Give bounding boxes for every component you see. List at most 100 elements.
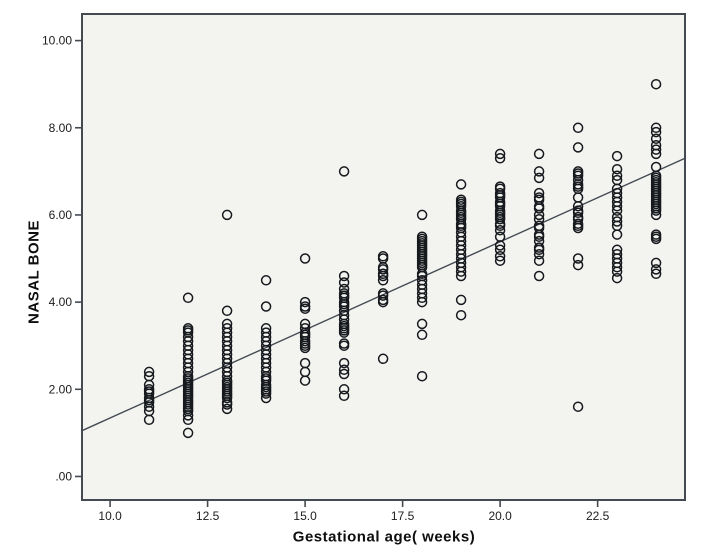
data-point (650, 78, 662, 90)
data-point (299, 357, 311, 369)
data-point (572, 253, 584, 264)
data-point (338, 288, 350, 299)
data-point (338, 283, 350, 295)
data-point (299, 296, 311, 308)
data-point (533, 214, 545, 225)
data-point (455, 294, 467, 306)
data-point (533, 248, 545, 260)
data-point (494, 148, 506, 160)
data-point (650, 139, 662, 151)
data-point (650, 144, 662, 155)
data-point (611, 216, 623, 227)
y-axis-title: NASAL BONE (25, 220, 43, 324)
plot-frame (81, 13, 686, 501)
data-point (611, 170, 623, 181)
y-axis-tick-label: 4.00 (49, 295, 73, 309)
data-point (572, 211, 584, 223)
data-point (143, 366, 155, 378)
data-point (143, 370, 155, 382)
data-point (221, 305, 233, 317)
y-axis-tick-label: .00 (55, 469, 72, 483)
data-point (221, 318, 233, 330)
data-point (611, 244, 623, 256)
data-point (338, 390, 350, 402)
data-point (494, 153, 506, 164)
data-point (221, 209, 233, 221)
data-point (455, 194, 467, 205)
y-axis-tick-label: 8.00 (49, 121, 73, 135)
x-axis-tick-label: 15.0 (293, 509, 317, 523)
x-axis-tick-label: 20.0 (488, 509, 512, 523)
data-point (338, 384, 350, 395)
data-point (221, 403, 233, 415)
data-point (455, 309, 467, 321)
data-point (377, 251, 389, 262)
data-point (377, 294, 389, 306)
data-point (611, 174, 623, 186)
data-point (611, 248, 623, 260)
data-point (494, 251, 506, 262)
x-axis-tick-label: 17.5 (391, 509, 415, 523)
data-point (455, 179, 467, 190)
data-point (572, 218, 584, 229)
data-point (533, 166, 545, 177)
data-point (260, 327, 272, 338)
data-point (650, 122, 662, 134)
data-point (377, 353, 389, 365)
data-point (572, 205, 584, 216)
data-point (143, 384, 155, 395)
data-point (338, 368, 350, 380)
data-point (650, 264, 662, 275)
data-point (182, 427, 194, 439)
data-point (416, 231, 428, 242)
data-point (182, 292, 194, 304)
data-point (338, 166, 350, 177)
data-point (377, 275, 389, 286)
data-point (611, 211, 623, 223)
data-point (611, 187, 623, 199)
data-point (533, 235, 545, 247)
data-point (299, 318, 311, 330)
data-point (650, 268, 662, 280)
data-point (572, 259, 584, 271)
data-point (650, 257, 662, 269)
data-point (611, 150, 623, 162)
data-point (338, 357, 350, 369)
data-point (650, 229, 662, 240)
data-point (533, 192, 545, 203)
y-axis-tick-label: 6.00 (49, 208, 73, 222)
data-point (533, 255, 545, 266)
data-point (494, 181, 506, 192)
data-point (494, 244, 506, 256)
data-point (611, 272, 623, 284)
data-point (416, 370, 428, 382)
data-point (338, 270, 350, 282)
data-point (494, 187, 506, 199)
data-point (299, 301, 311, 312)
data-point (416, 318, 428, 330)
data-point (533, 172, 545, 184)
data-point (533, 220, 545, 232)
data-point (650, 161, 662, 173)
data-point (416, 209, 428, 221)
data-point (533, 187, 545, 199)
x-axis-title: Gestational age( weeks) (292, 528, 476, 546)
data-point (260, 323, 272, 334)
data-point (650, 133, 662, 144)
y-axis-tick-label: 10.00 (42, 34, 72, 48)
data-point (377, 288, 389, 299)
data-point (572, 122, 584, 134)
y-axis-tick-label: 2.00 (49, 382, 73, 396)
data-point (611, 163, 623, 175)
data-point (182, 323, 194, 334)
data-point (533, 242, 545, 253)
data-point (221, 323, 233, 334)
data-point (572, 401, 584, 412)
regression-fit-line (81, 157, 686, 432)
data-point (338, 364, 350, 375)
data-point (572, 142, 584, 153)
data-point (338, 277, 350, 288)
x-axis-tick-label: 10.0 (98, 509, 122, 523)
